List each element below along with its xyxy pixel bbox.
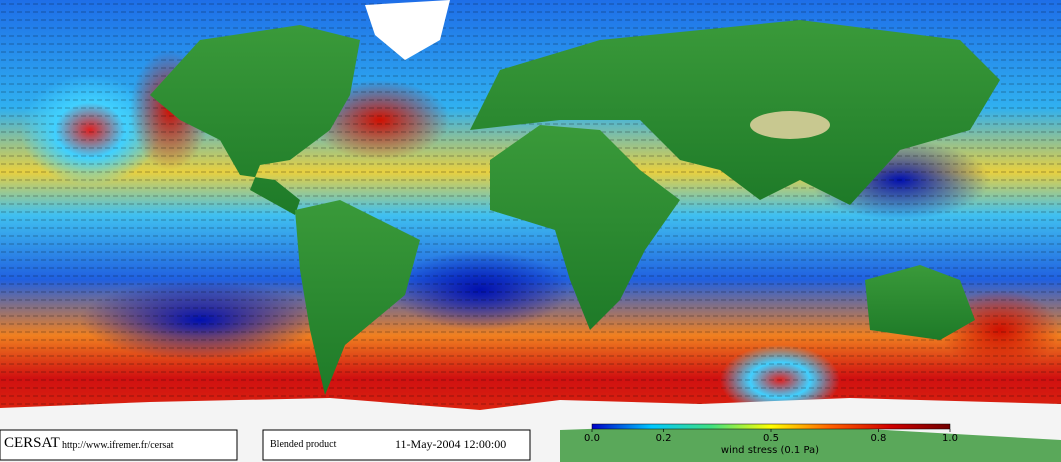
url: http://www.ifremer.fr/cersat	[62, 440, 174, 451]
greenland	[365, 0, 450, 60]
north-america	[150, 25, 360, 215]
credit-box	[0, 429, 238, 461]
date: 11-May-2004 12:00:00	[395, 437, 506, 451]
eurasia	[470, 20, 1000, 205]
colorbar-tick-label: 0.2	[656, 433, 672, 444]
south-america	[295, 200, 420, 395]
plateau	[750, 111, 830, 139]
africa	[490, 125, 680, 330]
product: Blended product	[270, 439, 337, 450]
product-box	[262, 429, 531, 461]
antarctica-land	[560, 425, 1061, 462]
colorbar-ramp	[591, 423, 951, 430]
colorbar: wind stress (0.1 Pa) 0.0 0.2 0.5 0.8 1.0	[584, 423, 958, 456]
australia	[865, 265, 975, 340]
colorbar-tick-label: 1.0	[942, 433, 958, 444]
colorbar-label: wind stress (0.1 Pa)	[721, 445, 819, 456]
colorbar-tick-label: 0.8	[870, 433, 886, 444]
footer: CERSAT http://www.ifremer.fr/cersat Blen…	[0, 429, 531, 461]
colorbar-tick-label: 0.5	[763, 433, 779, 444]
logo: CERSAT	[4, 435, 60, 451]
colorbar-tick-label: 0.0	[584, 433, 600, 444]
